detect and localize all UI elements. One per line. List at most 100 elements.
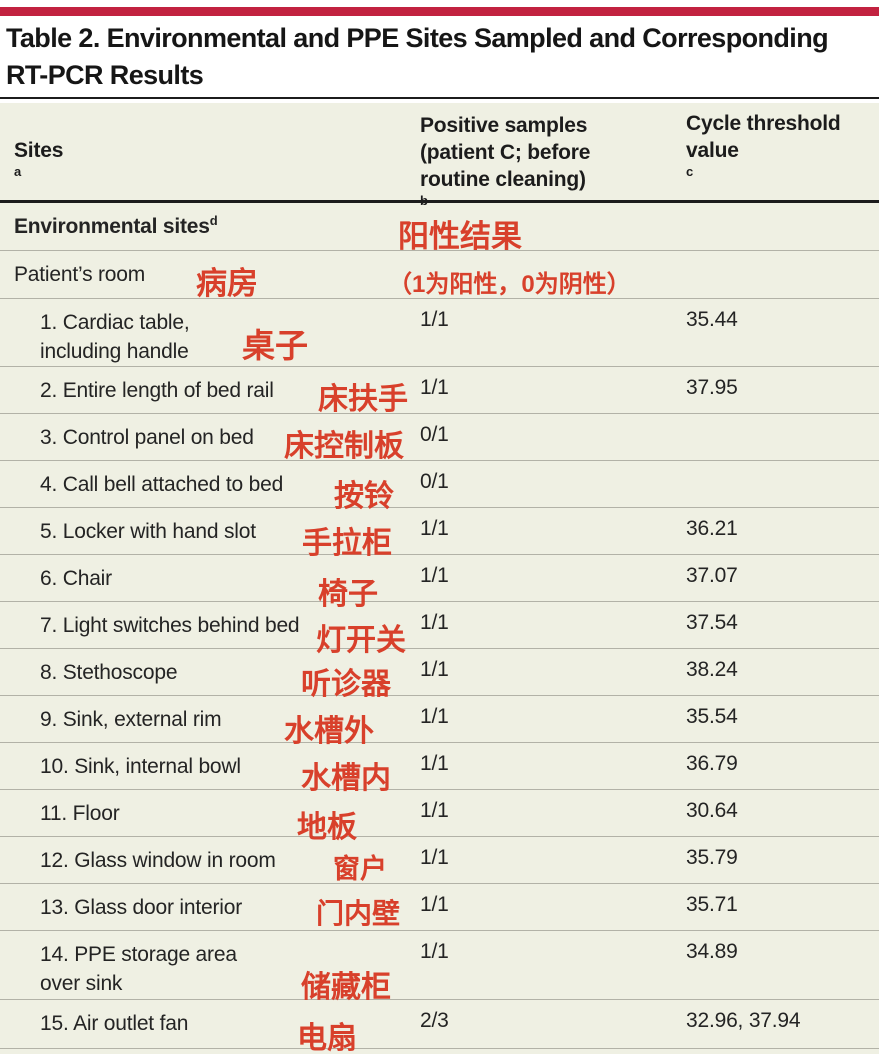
site-label: 15. Air outlet fan	[40, 1012, 189, 1035]
table-row-light-switches: 7. Light switches behind bed 1/1 37.54 灯…	[0, 602, 879, 657]
annotation-zh: 阳性结果	[398, 219, 522, 254]
table-row-cardiac-table: 1. Cardiac table, including handle 1/1 35…	[0, 299, 879, 367]
site-label: 2. Entire length of bed rail	[40, 379, 274, 402]
positive-header-line2: (patient C; before	[420, 141, 591, 164]
cycle-threshold-value: 34.89	[686, 940, 738, 963]
table-row-control-panel: 3. Control panel on bed 0/1 床控制板	[0, 414, 879, 463]
positive-samples-value: 1/1	[420, 611, 449, 634]
table-row-sink-external: 9. Sink, external rim 1/1 35.54 水槽外	[0, 696, 879, 748]
site-label: 9. Sink, external rim	[40, 708, 222, 731]
accent-bar	[0, 7, 879, 16]
results-table: Sites a Positive samples (patient C; befo…	[0, 103, 879, 1054]
positive-samples-value: 1/1	[420, 376, 449, 399]
positive-samples-value: 1/1	[420, 705, 449, 728]
table-row-call-bell: 4. Call bell attached to bed 0/1 按铃	[0, 461, 879, 513]
table-row-glass-window: 12. Glass window in room 1/1 35.79 窗户	[0, 837, 879, 884]
site-label: 11. Floor	[40, 802, 120, 825]
table-row-sink-internal: 10. Sink, internal bowl 1/1 36.79 水槽内	[0, 743, 879, 795]
site-label: 10. Sink, internal bowl	[40, 755, 241, 778]
cycle-threshold-value: 35.79	[686, 846, 738, 869]
table-row-bed-rail: 2. Entire length of bed rail 1/1 37.95 床…	[0, 367, 879, 416]
annotation-zh: 水槽内	[301, 762, 391, 795]
annotation-zh: 桌子	[242, 327, 308, 364]
table-row-floor: 11. Floor 1/1 30.64 地板	[0, 790, 879, 844]
site-label: Patient’s room	[14, 263, 146, 286]
annotation-zh: 窗户	[333, 854, 387, 884]
positive-samples-value: 0/1	[420, 423, 449, 446]
site-label: 8. Stethoscope	[40, 661, 178, 684]
ct-header-line2: value	[686, 139, 739, 162]
site-label: Environmental sitesd	[14, 213, 218, 238]
table-title: Table 2. Environmental and PPE Sites Sam…	[6, 20, 836, 94]
table-row-glass-door: 13. Glass door interior 1/1 35.71 门内壁	[0, 884, 879, 931]
table-row-ppe-storage: 14. PPE storage area over sink 1/1 34.89 …	[0, 931, 879, 1004]
positive-samples-value: 0/1	[420, 470, 449, 493]
footnote-marker: d	[209, 213, 218, 228]
cycle-threshold-value: 30.64	[686, 799, 738, 822]
table-row-patients-room: Patient’s room 病房 （1为阳性，0为阴性）	[0, 251, 879, 301]
positive-samples-value: 1/1	[420, 752, 449, 775]
cycle-threshold-value: 37.07	[686, 564, 738, 587]
site-label: 7. Light switches behind bed	[40, 614, 300, 637]
table-row-locker: 5. Locker with hand slot 1/1 36.21 手拉柜	[0, 508, 879, 560]
annotation-zh: 按铃	[334, 480, 394, 513]
site-label: 5. Locker with hand slot	[40, 520, 256, 543]
site-label: 13. Glass door interior	[40, 896, 242, 919]
cycle-threshold-value: 32.96, 37.94	[686, 1009, 801, 1032]
positive-samples-value: 2/3	[420, 1009, 449, 1032]
cycle-threshold-value: 37.95	[686, 376, 738, 399]
positive-samples-value: 1/1	[420, 799, 449, 822]
sites-header-footnote: a	[14, 164, 22, 179]
positive-samples-value: 1/1	[420, 517, 449, 540]
annotation-zh: 储藏柜	[301, 971, 391, 1004]
positive-header-line3: routine cleaning)	[420, 168, 586, 191]
table-row-stethoscope: 8. Stethoscope 1/1 38.24 听诊器	[0, 649, 879, 701]
annotation-zh: 椅子	[318, 578, 378, 611]
annotation-zh: 门内壁	[316, 898, 401, 929]
annotation-zh: 灯开关	[316, 624, 406, 657]
annotation-zh: 听诊器	[301, 668, 391, 701]
annotation-zh: 手拉柜	[302, 527, 392, 560]
site-label: 6. Chair	[40, 567, 112, 590]
table-header-row: Sites a Positive samples (patient C; befo…	[0, 103, 879, 207]
positive-samples-value: 1/1	[420, 658, 449, 681]
sites-header-label: Sites	[14, 139, 64, 162]
column-header-sites: Sites a	[14, 137, 63, 191]
column-header-cycle-threshold: Cycle threshold value c	[686, 110, 841, 191]
cycle-threshold-value: 36.21	[686, 517, 738, 540]
site-label: 14. PPE storage area over sink	[40, 943, 237, 995]
table-row-section-environmental-sites: Environmental sitesd 阳性结果	[0, 203, 879, 254]
annotation-zh: 床扶手	[318, 383, 408, 416]
site-label: 4. Call bell attached to bed	[40, 473, 284, 496]
title-rule	[0, 97, 879, 99]
annotation-zh: 地板	[297, 811, 357, 844]
cycle-threshold-value: 35.44	[686, 308, 738, 331]
positive-samples-value: 1/1	[420, 308, 449, 331]
table-title-line2: RT-PCR Results	[6, 60, 204, 90]
column-header-positive-samples: Positive samples (patient C; before rout…	[420, 112, 590, 220]
table-title-line1: Table 2. Environmental and PPE Sites Sam…	[6, 23, 829, 53]
cycle-threshold-value: 35.54	[686, 705, 738, 728]
ct-header-footnote: c	[686, 164, 694, 179]
annotation-zh: 水槽外	[284, 715, 374, 748]
positive-samples-value: 1/1	[420, 893, 449, 916]
cycle-threshold-value: 38.24	[686, 658, 738, 681]
cycle-threshold-value: 35.71	[686, 893, 738, 916]
positive-samples-value: 1/1	[420, 564, 449, 587]
ct-header-line1: Cycle threshold	[686, 112, 841, 135]
annotation-zh: 电扇	[297, 1022, 357, 1054]
positive-samples-value: 1/1	[420, 940, 449, 963]
positive-samples-value: 1/1	[420, 846, 449, 869]
site-label: 12. Glass window in room	[40, 849, 276, 872]
annotation-zh-legend: （1为阳性，0为阴性）	[388, 271, 631, 298]
table-row-air-outlet-fan: 15. Air outlet fan 2/3 32.96, 37.94 电扇	[0, 1000, 879, 1054]
table-row-chair: 6. Chair 1/1 37.07 椅子	[0, 555, 879, 611]
positive-header-line1: Positive samples	[420, 114, 588, 137]
cycle-threshold-value: 37.54	[686, 611, 738, 634]
site-label: 1. Cardiac table, including handle	[40, 311, 190, 363]
positive-header-footnote: b	[420, 193, 428, 208]
annotation-zh: 病房	[196, 266, 258, 301]
annotation-zh: 床控制板	[284, 430, 404, 463]
site-label: 3. Control panel on bed	[40, 426, 254, 449]
